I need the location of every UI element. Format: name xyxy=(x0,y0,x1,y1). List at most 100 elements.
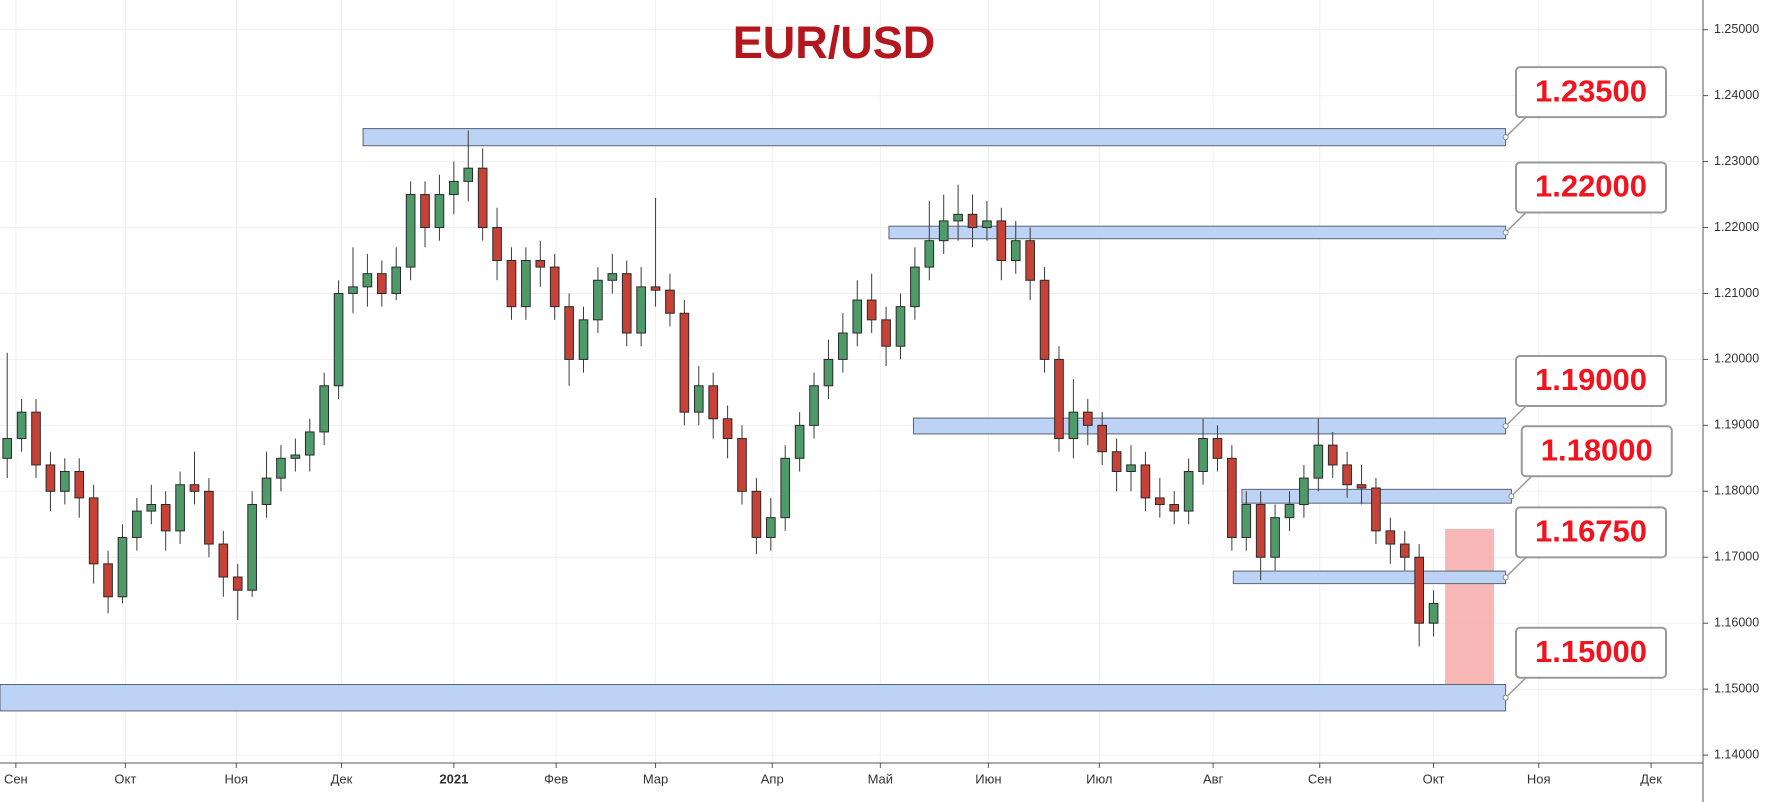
candle-body xyxy=(2,438,13,459)
candle-body xyxy=(1313,444,1324,479)
candle-body xyxy=(1399,543,1410,558)
candle-body xyxy=(160,503,171,532)
y-tick-label: 1.18000 xyxy=(1714,484,1759,498)
x-tick-label: Ноя xyxy=(1527,771,1551,786)
level-label: 1.18000 xyxy=(1541,432,1653,467)
candle-body xyxy=(1371,487,1381,532)
y-tick-label: 1.20000 xyxy=(1714,352,1759,366)
candle-body xyxy=(247,503,257,591)
x-tick-label: Сен xyxy=(4,771,28,786)
level-label-box xyxy=(1515,506,1667,559)
candle-body xyxy=(463,167,474,182)
x-tick-label: 2021 xyxy=(439,771,468,786)
candle-body xyxy=(996,220,1007,261)
y-tick-label: 1.22000 xyxy=(1714,220,1759,234)
candle-body xyxy=(1183,471,1194,512)
candle-body xyxy=(924,240,935,268)
candle-body xyxy=(16,411,27,440)
candle-body xyxy=(535,259,546,268)
candle-body xyxy=(953,213,963,222)
candle-body xyxy=(593,279,603,321)
candle-body xyxy=(938,220,949,242)
candle-body xyxy=(31,411,41,466)
candle-body xyxy=(506,259,517,308)
label-pointer xyxy=(1505,677,1527,699)
x-tick-label: Апр xyxy=(761,771,784,786)
candle-body xyxy=(823,358,834,387)
y-tick-label: 1.16000 xyxy=(1714,615,1759,629)
candle-body xyxy=(1212,438,1223,459)
level-zone xyxy=(1232,570,1507,585)
candle-body xyxy=(1140,464,1151,499)
pointer-dot xyxy=(1508,493,1515,500)
candle-body xyxy=(218,543,229,578)
candle-body xyxy=(737,438,747,492)
candle-body xyxy=(304,431,315,456)
level-label-box xyxy=(1515,66,1667,119)
highlight-region xyxy=(1445,528,1495,696)
candle-body xyxy=(1342,464,1352,486)
candle-body xyxy=(679,312,690,413)
x-tick-label: Май xyxy=(868,771,893,786)
candle-body xyxy=(175,484,185,532)
candle-body xyxy=(881,319,891,347)
pointer-dot xyxy=(1502,229,1509,236)
candle-body xyxy=(420,194,430,229)
candle-body xyxy=(751,490,762,538)
candle-body xyxy=(780,457,791,519)
candle-body xyxy=(146,503,157,512)
candle-body xyxy=(708,385,719,420)
candle-body xyxy=(1428,602,1439,624)
candle-body xyxy=(261,477,272,505)
candle-body xyxy=(621,273,632,334)
level-label-box xyxy=(1515,355,1667,408)
candle-body xyxy=(852,299,863,334)
y-tick-label: 1.25000 xyxy=(1714,22,1759,36)
candle-body xyxy=(1241,503,1252,538)
y-tick-label: 1.15000 xyxy=(1714,681,1759,695)
label-pointer xyxy=(1505,116,1527,138)
candle-body xyxy=(391,266,402,294)
candle-body xyxy=(333,292,344,387)
candle-body xyxy=(319,385,329,433)
candle-body xyxy=(1414,556,1424,624)
candle-body xyxy=(693,385,704,413)
level-label-box xyxy=(1515,161,1667,214)
candle-body xyxy=(722,418,733,440)
candle-body xyxy=(1227,457,1237,538)
level-zone xyxy=(362,128,1507,147)
labels: 1.25000 1.24000 1.23000 1.22000 1.21000 1.200… xyxy=(4,22,1759,786)
candle-body xyxy=(578,319,589,360)
y-tick-label: 1.23000 xyxy=(1714,154,1759,168)
candle-body xyxy=(1025,240,1035,281)
candle-body xyxy=(1082,411,1093,426)
candle-body xyxy=(1356,484,1367,489)
candle-body xyxy=(434,194,445,229)
x-tick-label: Дек xyxy=(331,771,353,786)
candle-body xyxy=(549,266,560,308)
candle-body xyxy=(910,266,920,308)
candle-body xyxy=(1097,424,1108,453)
candle-body xyxy=(895,306,906,347)
x-tick-label: Ноя xyxy=(224,771,248,786)
candle-body xyxy=(276,457,286,479)
label-pointer xyxy=(1505,405,1527,427)
level-label-box xyxy=(1520,425,1673,478)
candle-body xyxy=(348,286,358,294)
level-label: 1.16750 xyxy=(1535,514,1647,549)
candle-body xyxy=(650,286,661,291)
candle-body xyxy=(1111,451,1122,473)
candle-body xyxy=(103,563,113,598)
candle-body xyxy=(521,259,531,308)
candle-body xyxy=(765,517,776,538)
candle-body xyxy=(376,273,387,294)
label-pointer xyxy=(1505,556,1527,578)
pointer-dot xyxy=(1502,694,1509,701)
level-label: 1.22000 xyxy=(1535,169,1647,204)
x-tick-label: Июн xyxy=(975,771,1001,786)
level-label-box xyxy=(1515,626,1667,679)
candle-body xyxy=(60,471,70,492)
pointer-dot xyxy=(1502,423,1509,430)
y-tick-label: 1.21000 xyxy=(1714,286,1759,300)
